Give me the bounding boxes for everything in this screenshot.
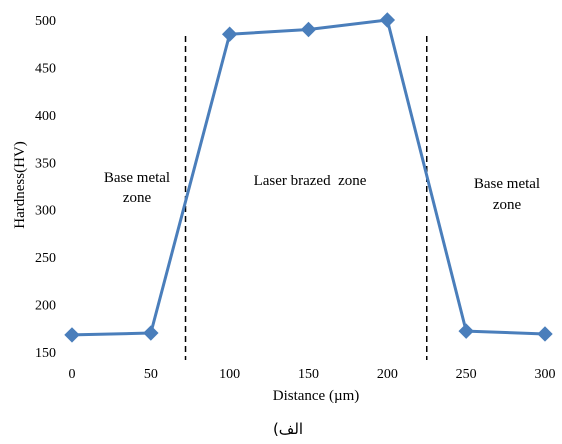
x-tick-label: 50 [144, 367, 158, 382]
data-point-marker [221, 26, 238, 42]
x-tick-label: 0 [69, 367, 76, 382]
y-tick-label: 400 [35, 109, 56, 124]
y-tick-label: 500 [35, 14, 56, 29]
y-tick-label: 300 [35, 204, 56, 219]
middle-zone-label: Laser brazed zone [254, 173, 367, 189]
y-tick-label: 150 [35, 346, 56, 361]
x-tick-label: 100 [219, 367, 240, 382]
data-point-marker [300, 21, 317, 38]
data-point-marker [379, 12, 396, 28]
figure-caption: الف) [273, 420, 303, 438]
left-zone-label-line1: Base metal [104, 170, 170, 186]
data-point-marker [64, 327, 80, 343]
y-tick-label: 350 [35, 156, 56, 171]
x-tick-label: 200 [377, 367, 398, 382]
x-tick-label: 150 [298, 367, 319, 382]
y-tick-label: 250 [35, 251, 56, 266]
right-zone-label-line1: Base metal [474, 176, 540, 192]
data-point-marker [458, 323, 474, 339]
y-tick-label: 450 [35, 61, 56, 76]
data-point-marker [537, 326, 553, 342]
x-axis-title: Distance (µm) [273, 388, 360, 404]
data-point-marker [143, 325, 159, 341]
right-zone-label-line2: zone [493, 197, 522, 213]
y-axis-title: Hardness(HV) [12, 141, 28, 228]
y-tick-label: 200 [35, 299, 56, 314]
x-tick-label: 300 [535, 367, 556, 382]
x-tick-label: 250 [456, 367, 477, 382]
left-zone-label-line2: zone [123, 190, 152, 206]
